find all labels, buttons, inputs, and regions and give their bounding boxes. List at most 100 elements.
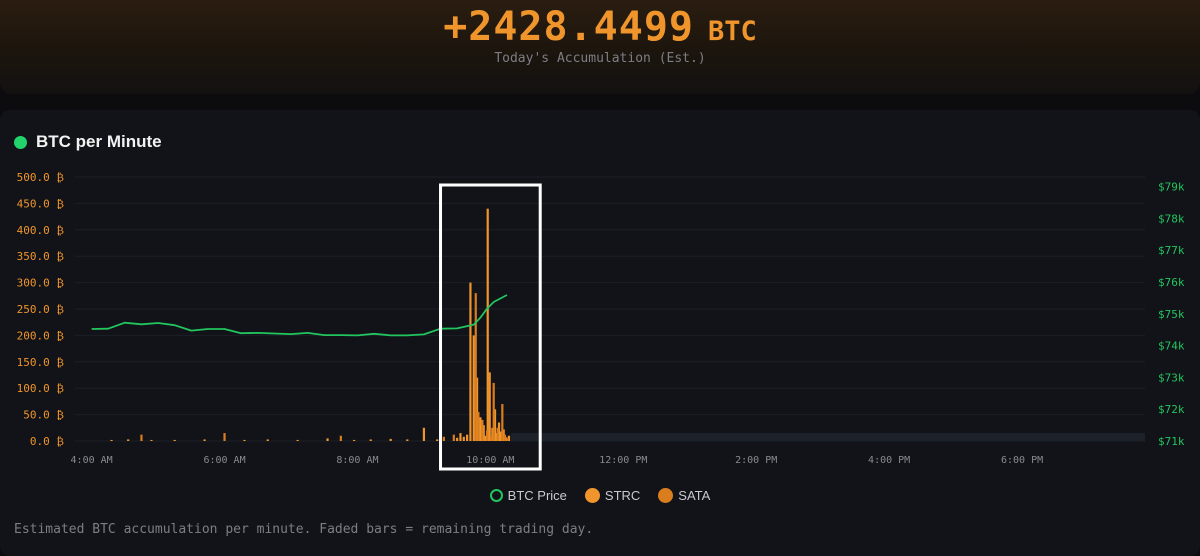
bar-strc <box>456 437 459 441</box>
y-left-tick-label: 250.0 ₿ <box>17 303 65 316</box>
bar-strc <box>127 439 130 441</box>
bar-sata <box>442 436 445 441</box>
bar-strc <box>493 409 497 441</box>
accumulation-unit: BTC <box>708 16 757 47</box>
legend-swatch-btc-price <box>489 489 503 502</box>
chart-title: BTC per Minute <box>36 132 162 151</box>
bar-strc <box>369 439 372 441</box>
bar-strc <box>389 438 392 441</box>
bar-strc <box>484 435 487 441</box>
x-tick-label: 6:00 AM <box>203 455 245 466</box>
bar-strc <box>491 427 494 441</box>
bar-strc <box>406 439 409 441</box>
y-right-tick-label: $74k <box>1158 340 1185 353</box>
y-left-tick-label: 100.0 ₿ <box>17 382 65 395</box>
bar-strc <box>436 439 439 441</box>
bar-strc <box>486 208 489 441</box>
bar-strc <box>479 417 482 441</box>
y-left-tick-label: 400.0 ₿ <box>17 224 65 237</box>
legend-swatch-sata <box>658 488 674 503</box>
bar-strc <box>466 434 469 441</box>
bar-sata <box>496 427 499 441</box>
bar-strc <box>488 372 491 441</box>
x-tick-label: 12:00 PM <box>599 455 647 466</box>
bar-sata <box>140 434 143 441</box>
legend-swatch-strc <box>584 488 600 503</box>
bar-strc <box>507 435 511 441</box>
legend-item-sata[interactable]: SATA <box>658 488 710 503</box>
legend-item-btc-price[interactable]: BTC Price <box>489 488 567 503</box>
bar-sata <box>223 433 226 441</box>
legend-item-strc[interactable]: STRC <box>584 488 641 503</box>
y-right-tick-label: $78k <box>1158 212 1185 225</box>
y-left-tick-label: 150.0 ₿ <box>17 356 65 369</box>
bar-strc <box>422 427 426 441</box>
y-left-tick-label: 350.0 ₿ <box>17 250 65 263</box>
bar-strc <box>469 282 472 441</box>
panel-title: BTC per Minute <box>14 132 162 152</box>
x-tick-label: 8:00 AM <box>336 455 378 466</box>
y-left-tick-label: 450.0 ₿ <box>17 197 65 210</box>
bar-strc <box>499 431 503 441</box>
chart-legend: BTC Price STRC SATA <box>0 488 1200 503</box>
bar-sata <box>506 438 509 441</box>
bar-strc <box>497 422 501 441</box>
x-tick-label: 2:00 PM <box>735 455 777 466</box>
bar-sata <box>501 404 504 441</box>
bar-sata <box>485 430 489 441</box>
x-tick-label: 4:00 AM <box>71 455 113 466</box>
legend-label-strc: STRC <box>604 488 641 503</box>
bar-strc <box>296 439 299 441</box>
y-right-tick-label: $75k <box>1158 308 1185 321</box>
bar-strc <box>110 439 113 441</box>
chart-caption: Estimated BTC accumulation per minute. F… <box>14 522 594 537</box>
accumulation-subtitle: Today's Accumulation (Est.) <box>494 51 706 66</box>
highlight-box <box>439 183 542 471</box>
y-left-tick-label: 200.0 ₿ <box>17 329 65 342</box>
accumulation-value: +2428.4499 <box>443 4 695 50</box>
bar-strc <box>326 438 329 441</box>
bar-strc <box>502 429 505 441</box>
bar-sata <box>492 382 495 441</box>
bar-strc <box>472 335 475 441</box>
bar-sata <box>339 435 342 441</box>
y-left-tick-label: 300.0 ₿ <box>17 277 65 290</box>
remaining-day-faded-bars <box>510 433 1146 441</box>
y-right-tick-label: $77k <box>1158 244 1185 257</box>
y-left-tick-label: 0.0 ₿ <box>30 435 64 448</box>
live-status-dot <box>14 135 27 149</box>
btc-price-line <box>91 294 508 337</box>
x-tick-label: 4:00 PM <box>868 455 910 466</box>
bar-strc <box>353 439 356 441</box>
bar-strc <box>482 425 485 441</box>
x-tick-label: 6:00 PM <box>1001 455 1043 466</box>
bar-strc <box>459 433 462 441</box>
bar-strc <box>173 439 176 441</box>
bar-strc <box>266 439 269 441</box>
y-right-tick-label: $73k <box>1158 371 1185 384</box>
x-tick-label: 10:00 AM <box>466 455 514 466</box>
y-right-tick-label: $76k <box>1158 276 1185 289</box>
y-left-tick-label: 500.0 ₿ <box>17 171 65 184</box>
y-right-tick-label: $72k <box>1158 403 1185 416</box>
bar-sata <box>452 434 455 441</box>
legend-label-sata: SATA <box>678 488 711 503</box>
accumulation-header: +2428.4499 BTC Today's Accumulation (Est.… <box>0 0 1200 94</box>
bar-sata <box>474 293 477 441</box>
bar-sata <box>503 434 507 441</box>
y-right-tick-label: $79k <box>1158 181 1185 194</box>
chart-panel: BTC per Minute <box>0 110 1200 556</box>
y-right-tick-label: $71k <box>1158 435 1185 448</box>
accumulation-value-row: +2428.4499 BTC <box>0 4 1200 50</box>
y-left-tick-label: 50.0 ₿ <box>23 409 64 422</box>
legend-label-btc-price: BTC Price <box>507 488 567 503</box>
bar-sata <box>481 419 484 441</box>
bar-sata <box>489 435 493 441</box>
bar-strc <box>150 439 153 441</box>
bar-strc <box>243 439 246 441</box>
bar-sata <box>477 411 480 441</box>
bar-strc <box>462 436 465 441</box>
bar-strc <box>505 437 508 441</box>
bar-strc <box>475 377 479 441</box>
